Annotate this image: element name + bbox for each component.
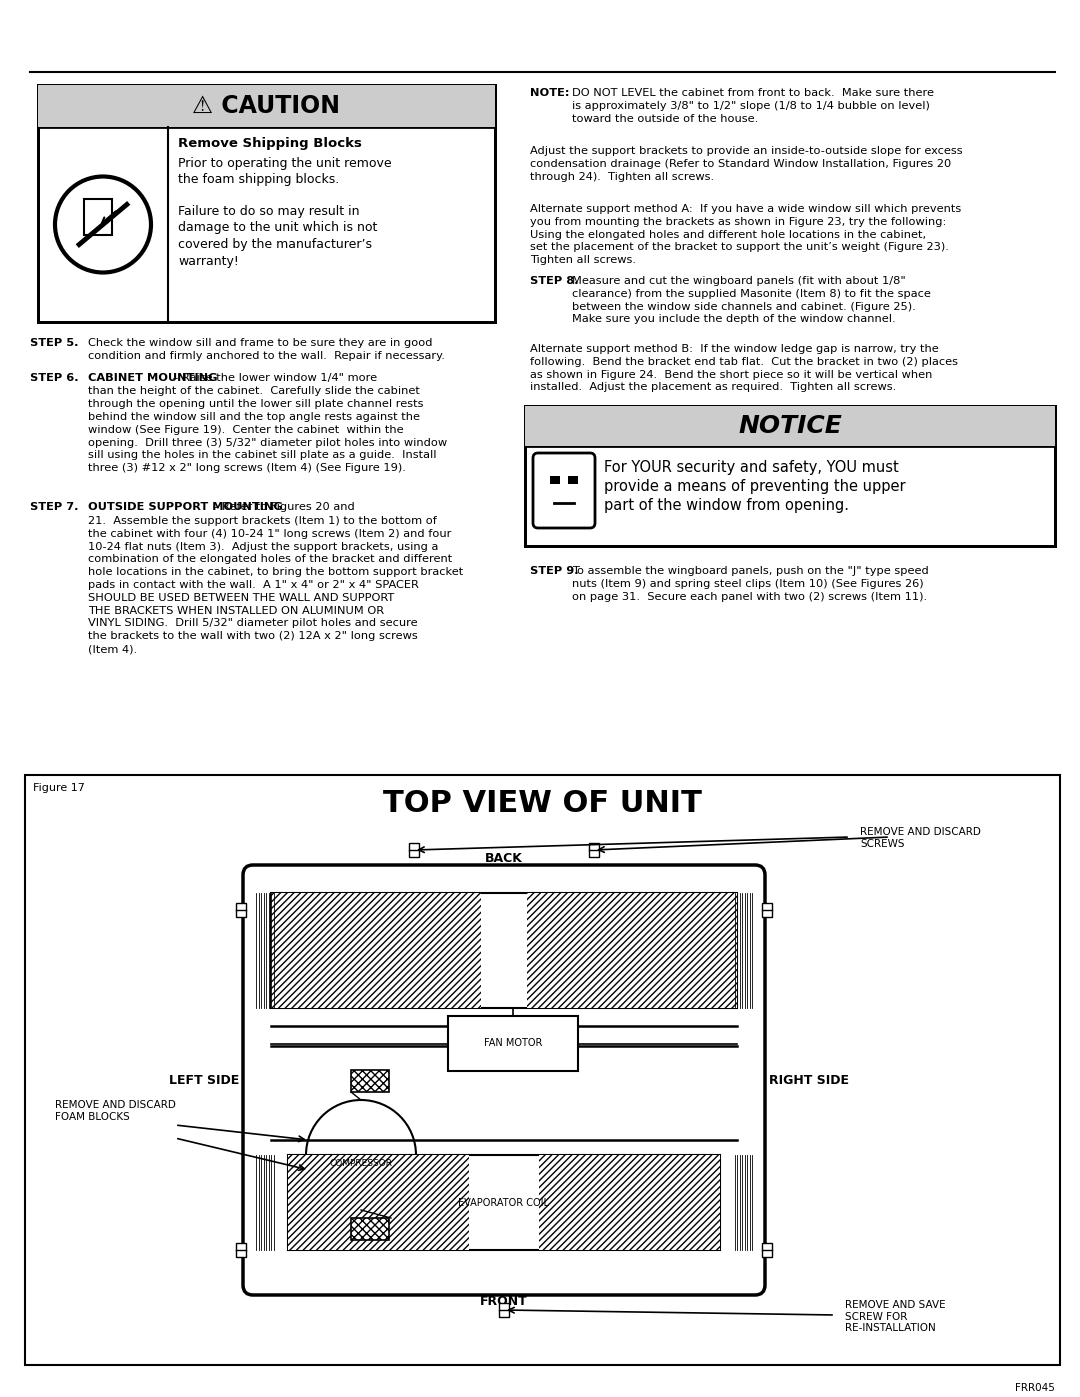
Text: BACK: BACK xyxy=(485,852,523,865)
Text: REMOVE AND SAVE
SCREW FOR
RE-INSTALLATION: REMOVE AND SAVE SCREW FOR RE-INSTALLATIO… xyxy=(845,1301,946,1333)
Bar xyxy=(499,1303,509,1317)
Bar xyxy=(762,1243,772,1257)
Bar xyxy=(237,1243,246,1257)
Bar xyxy=(589,842,599,856)
Text: LEFT SIDE: LEFT SIDE xyxy=(168,1073,239,1087)
Circle shape xyxy=(306,1099,416,1210)
Bar xyxy=(409,842,419,856)
Bar xyxy=(84,198,112,235)
Text: STEP 5.: STEP 5. xyxy=(30,338,79,348)
Text: Alternate support method B:  If the window ledge gap is narrow, try the
followin: Alternate support method B: If the windo… xyxy=(530,344,958,393)
Bar xyxy=(38,85,495,321)
Circle shape xyxy=(55,176,151,272)
Bar xyxy=(568,475,578,483)
Text: To assemble the wingboard panels, push on the "J" type speed
nuts (Item 9) and s: To assemble the wingboard panels, push o… xyxy=(572,566,929,602)
Text: Remove Shipping Blocks: Remove Shipping Blocks xyxy=(178,137,362,149)
Text: Prior to operating the unit remove
the foam shipping blocks.: Prior to operating the unit remove the f… xyxy=(178,156,392,187)
Text: NOTE:: NOTE: xyxy=(530,88,569,98)
Bar xyxy=(271,893,481,1009)
FancyBboxPatch shape xyxy=(534,453,595,528)
Bar xyxy=(527,893,737,1009)
Text: RIGHT SIDE: RIGHT SIDE xyxy=(769,1073,849,1087)
Text: Adjust the support brackets to provide an inside-to-outside slope for excess
con: Adjust the support brackets to provide a… xyxy=(530,147,962,182)
Text: STEP 6.: STEP 6. xyxy=(30,373,79,383)
Text: REMOVE AND DISCARD
FOAM BLOCKS: REMOVE AND DISCARD FOAM BLOCKS xyxy=(55,1099,176,1122)
Text: STEP 7.: STEP 7. xyxy=(30,503,79,513)
Text: 21.  Assemble the support brackets (Item 1) to the bottom of
the cabinet with fo: 21. Assemble the support brackets (Item … xyxy=(87,515,463,654)
Text: COMPRESSOR: COMPRESSOR xyxy=(329,1158,392,1168)
Text: Alternate support method A:  If you have a wide window sill which prevents
you f: Alternate support method A: If you have … xyxy=(530,204,961,265)
Text: STEP 9.: STEP 9. xyxy=(530,566,579,576)
Bar xyxy=(288,1155,720,1250)
Bar xyxy=(525,407,1055,446)
Text: FRR045: FRR045 xyxy=(1015,1383,1055,1393)
Text: FAN MOTOR: FAN MOTOR xyxy=(484,1038,542,1049)
Text: Figure 17: Figure 17 xyxy=(33,782,85,793)
Bar xyxy=(271,893,737,1009)
Bar xyxy=(550,475,561,483)
Bar xyxy=(351,1218,389,1241)
Text: ⚠ CAUTION: ⚠ CAUTION xyxy=(192,94,340,117)
Text: Check the window sill and frame to be sure they are in good
condition and firmly: Check the window sill and frame to be su… xyxy=(87,338,445,360)
Text: CABINET MOUNTING: CABINET MOUNTING xyxy=(87,373,217,383)
Text: – Raise the lower window 1/4" more: – Raise the lower window 1/4" more xyxy=(168,373,377,383)
Bar xyxy=(288,1155,470,1250)
Bar xyxy=(38,85,495,127)
Bar xyxy=(539,1155,720,1250)
Text: REMOVE AND DISCARD
SCREWS: REMOVE AND DISCARD SCREWS xyxy=(860,827,981,848)
Text: Failure to do so may result in
damage to the unit which is not
covered by the ma: Failure to do so may result in damage to… xyxy=(178,205,377,267)
Text: – Refer to Figures 20 and: – Refer to Figures 20 and xyxy=(210,503,355,513)
Bar xyxy=(237,902,246,916)
Text: For YOUR security and safety, YOU must
provide a means of preventing the upper
p: For YOUR security and safety, YOU must p… xyxy=(604,460,906,514)
Text: Measure and cut the wingboard panels (fit with about 1/8"
clearance) from the su: Measure and cut the wingboard panels (fi… xyxy=(572,277,931,324)
Text: NOTICE: NOTICE xyxy=(738,414,842,439)
FancyBboxPatch shape xyxy=(243,865,765,1295)
Bar xyxy=(448,1016,578,1071)
Bar xyxy=(525,407,1055,546)
Bar xyxy=(351,1070,389,1092)
Text: DO NOT LEVEL the cabinet from front to back.  Make sure there
is approximately 3: DO NOT LEVEL the cabinet from front to b… xyxy=(572,88,934,123)
Text: FRONT: FRONT xyxy=(481,1295,528,1308)
Text: TOP VIEW OF UNIT: TOP VIEW OF UNIT xyxy=(383,789,702,819)
Text: EVAPORATOR COIL: EVAPORATOR COIL xyxy=(459,1197,550,1207)
Bar xyxy=(762,902,772,916)
Bar xyxy=(25,775,1059,1365)
Text: STEP 8.: STEP 8. xyxy=(530,277,579,286)
Text: OUTSIDE SUPPORT MOUNTING: OUTSIDE SUPPORT MOUNTING xyxy=(87,503,283,513)
Text: than the height of the cabinet.  Carefully slide the cabinet
through the opening: than the height of the cabinet. Carefull… xyxy=(87,387,447,474)
